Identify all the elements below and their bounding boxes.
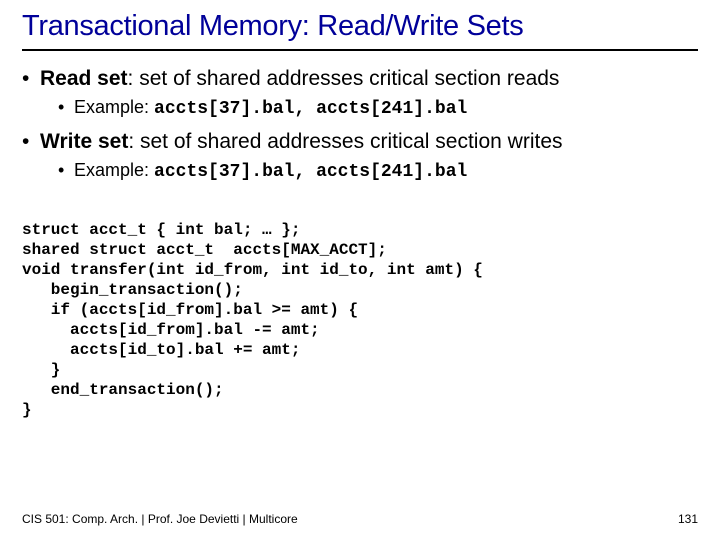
bullet-bold: Write set [40,130,128,153]
bullet-rest: : set of shared addresses critical secti… [128,130,562,153]
footer-left: CIS 501: Comp. Arch. | Prof. Joe Deviett… [22,512,298,526]
footer: CIS 501: Comp. Arch. | Prof. Joe Deviett… [22,512,698,526]
sub-prefix: Example: [74,97,154,117]
slide: Transactional Memory: Read/Write Sets Re… [0,0,720,540]
sub-prefix: Example: [74,160,154,180]
sub-code: accts[37].bal, accts[241].bal [154,99,467,119]
bullet-read-set: Read set: set of shared addresses critic… [22,65,698,122]
bullet-list: Read set: set of shared addresses critic… [22,65,698,184]
sub-list: Example: accts[37].bal, accts[241].bal [58,158,698,184]
bullet-rest: : set of shared addresses critical secti… [128,67,560,90]
sub-list: Example: accts[37].bal, accts[241].bal [58,95,698,121]
code-block: struct acct_t { int bal; … }; shared str… [22,220,698,420]
page-number: 131 [678,512,698,526]
sub-bullet: Example: accts[37].bal, accts[241].bal [58,95,698,121]
sub-bullet: Example: accts[37].bal, accts[241].bal [58,158,698,184]
slide-title: Transactional Memory: Read/Write Sets [22,10,698,51]
bullet-write-set: Write set: set of shared addresses criti… [22,128,698,185]
sub-code: accts[37].bal, accts[241].bal [154,162,467,182]
bullet-bold: Read set [40,67,128,90]
